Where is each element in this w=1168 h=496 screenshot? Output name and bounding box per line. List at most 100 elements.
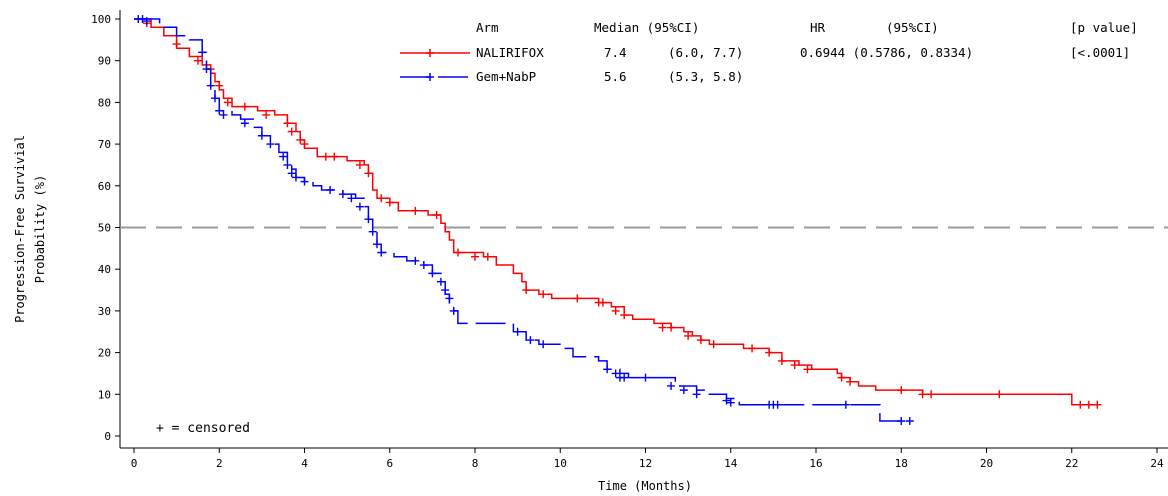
- axis-ticks: 0 2 4 6 8 10 12 14 16 18 20 22 240102030405060708090…: [91, 13, 1164, 470]
- censor-mark: [411, 206, 420, 215]
- censor-mark: [603, 365, 612, 374]
- censor-mark: [206, 81, 215, 90]
- censor-mark: [368, 227, 377, 236]
- censor-mark: [138, 15, 147, 23]
- x-tick-label: 2: [216, 457, 223, 470]
- x-tick-label: 8: [472, 457, 479, 470]
- censor-mark: [897, 416, 906, 425]
- censor-mark: [364, 215, 373, 224]
- censor-mark: [658, 323, 667, 332]
- censor-mark: [773, 400, 782, 409]
- censor-mark: [321, 152, 330, 161]
- censor-mark: [841, 400, 850, 409]
- censor-mark: [385, 198, 394, 207]
- censor-mark: [202, 65, 211, 74]
- y-tick-label: 50: [98, 222, 111, 235]
- censored-note: + = censored: [156, 421, 250, 436]
- censor-mark: [897, 386, 906, 395]
- censor-mark: [641, 373, 650, 382]
- x-tick-label: 4: [301, 457, 308, 470]
- x-tick-label: 14: [724, 457, 738, 470]
- censor-mark: [620, 311, 629, 320]
- censor-mark: [436, 277, 445, 286]
- y-tick-label: 90: [98, 55, 111, 68]
- censor-mark: [240, 102, 249, 111]
- censor-mark: [142, 17, 151, 26]
- censor-mark: [411, 256, 420, 265]
- censor-mark: [193, 56, 202, 65]
- y-tick-label: 30: [98, 305, 111, 318]
- censor-mark: [210, 94, 219, 103]
- censor-mark: [927, 390, 936, 399]
- censor-mark: [573, 294, 582, 303]
- censor-mark: [326, 185, 335, 194]
- legend-ci-gemnabp: (5.3, 5.8): [668, 69, 743, 84]
- censor-mark: [377, 248, 386, 257]
- censor-mark: [445, 294, 454, 303]
- censor-mark: [667, 381, 676, 390]
- censor-mark: [215, 81, 224, 90]
- censor-mark: [679, 386, 688, 395]
- censor-mark: [905, 416, 914, 425]
- censor-mark: [347, 194, 356, 203]
- x-tick-label: 12: [639, 457, 652, 470]
- censor-mark: [1084, 400, 1093, 409]
- x-tick-label: 6: [386, 457, 393, 470]
- y-tick-label: 100: [91, 13, 111, 26]
- km-curve-gemnabp: [134, 18, 910, 422]
- legend-median-gemnabp: 5.6: [604, 69, 627, 84]
- y-tick-label: 20: [98, 347, 111, 360]
- x-tick-label: 16: [809, 457, 822, 470]
- y-tick-label: 60: [98, 180, 111, 193]
- censor-mark: [223, 98, 232, 107]
- plot-area: [134, 15, 1102, 425]
- censor-mark: [777, 356, 786, 365]
- censor-mark: [172, 40, 181, 49]
- censor-mark: [726, 398, 735, 407]
- censor-mark: [266, 140, 275, 149]
- y-tick-label: 40: [98, 263, 111, 276]
- legend-header-median: Median (95%CI): [594, 20, 699, 35]
- x-tick-label: 24: [1150, 457, 1164, 470]
- y-tick-label: 10: [98, 388, 111, 401]
- x-tick-label: 10: [554, 457, 567, 470]
- legend-swatch-nalirifox-censor: [426, 49, 434, 57]
- censor-mark: [330, 152, 339, 161]
- censor-mark: [300, 140, 309, 149]
- legend-header-hr-ci: (95%CI): [886, 20, 939, 35]
- legend-ci-nalirifox: (6.0, 7.7): [668, 45, 743, 60]
- censor-mark: [291, 173, 300, 182]
- censor-mark: [296, 135, 305, 144]
- legend-header-arm: Arm: [476, 20, 499, 35]
- censor-mark: [803, 365, 812, 374]
- censor-mark: [620, 373, 629, 382]
- y-axis-title-line1: Progression-Free Survivial: [13, 135, 27, 323]
- km-curve-nalirifox: [134, 18, 1098, 406]
- censor-mark: [372, 240, 381, 249]
- censor-mark: [287, 127, 296, 136]
- x-tick-label: 18: [895, 457, 908, 470]
- legend-hr-nalirifox: 0.6944 (0.5786, 0.8334): [800, 45, 973, 60]
- censor-mark: [684, 331, 693, 340]
- censor-mark: [995, 390, 1004, 399]
- censor-mark: [432, 210, 441, 219]
- censor-mark: [355, 160, 364, 169]
- censor-mark: [526, 336, 535, 345]
- censor-mark: [215, 106, 224, 115]
- censor-mark: [918, 390, 927, 399]
- censor-mark: [846, 377, 855, 386]
- censor-mark: [428, 269, 437, 278]
- censor-mark: [483, 252, 492, 261]
- legend-p-nalirifox: [<.0001]: [1070, 45, 1130, 60]
- censor-mark: [709, 340, 718, 349]
- y-tick-label: 80: [98, 96, 111, 109]
- censor-mark: [453, 248, 462, 257]
- censor-mark: [279, 152, 288, 161]
- censor-mark: [257, 131, 266, 140]
- censor-mark: [449, 306, 458, 315]
- y-tick-label: 0: [104, 430, 111, 443]
- x-tick-label: 22: [1065, 457, 1078, 470]
- censor-mark: [1076, 400, 1085, 409]
- x-tick-label: 20: [980, 457, 993, 470]
